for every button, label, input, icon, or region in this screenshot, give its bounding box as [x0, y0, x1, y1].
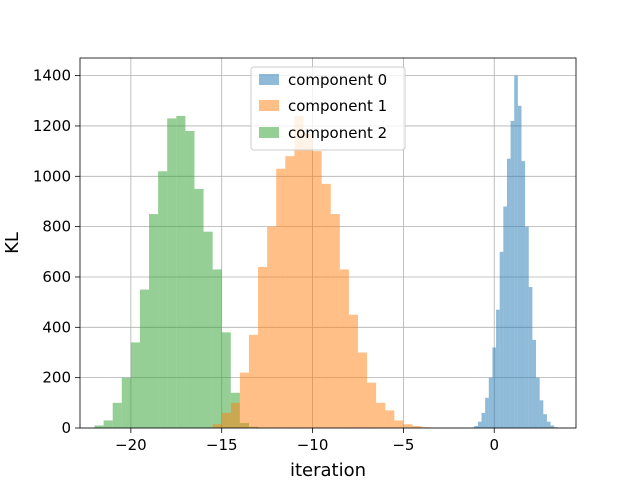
y-axis-ticks: 0 200 400 600 800 1000 1200 1400 — [33, 67, 80, 437]
bar-component-0-7 — [496, 309, 500, 428]
bar-component-0-2 — [477, 421, 482, 428]
x-axis-label: iteration — [290, 460, 366, 480]
legend-label-component-1: component 1 — [288, 97, 387, 115]
y-axis-label: KL — [2, 232, 23, 254]
y-tick-label-6: 1200 — [33, 117, 71, 135]
bar-component-2-6 — [149, 214, 159, 428]
bar-component-2-0 — [94, 425, 104, 428]
bar-component-1-22 — [412, 425, 422, 428]
bar-component-0-14 — [521, 161, 526, 429]
series-component-1 — [212, 115, 431, 429]
bar-component-0-22 — [550, 425, 555, 428]
bar-component-0-9 — [503, 206, 507, 428]
bar-component-0-12 — [514, 75, 518, 428]
legend-swatch-component-1 — [259, 100, 279, 111]
bar-component-0-11 — [510, 120, 515, 428]
plot-frame — [79, 57, 577, 429]
y-tick-label-7: 1400 — [33, 67, 71, 85]
legend-swatch-component-0 — [259, 74, 279, 85]
bar-component-2-13 — [212, 269, 222, 428]
series-component-0 — [470, 75, 558, 429]
bar-component-2-3 — [121, 377, 131, 428]
bar-component-2-11 — [194, 188, 204, 428]
bar-component-1-16 — [357, 352, 368, 428]
bar-component-1-11 — [312, 151, 322, 428]
bar-component-0-16 — [528, 287, 533, 428]
bar-component-1-12 — [321, 183, 331, 428]
bar-component-1-3 — [239, 372, 249, 428]
bar-component-1-0 — [212, 424, 222, 428]
bar-component-2-1 — [103, 420, 113, 428]
y-tick-label-0: 0 — [61, 419, 71, 437]
x-tick-label-0: −20 — [115, 436, 147, 454]
bar-component-2-8 — [167, 118, 177, 428]
bar-component-0-6 — [492, 347, 497, 428]
y-tick-label-2: 400 — [42, 318, 71, 336]
bar-component-1-21 — [403, 424, 413, 428]
bar-component-1-7 — [276, 168, 286, 429]
bar-component-0-10 — [506, 158, 511, 428]
bar-component-0-18 — [536, 377, 540, 428]
x-tick-label-2: −10 — [297, 436, 329, 454]
x-axis-ticks: −20 −15 −10 −5 0 — [115, 428, 499, 454]
histogram-bars — [94, 75, 558, 429]
bar-component-1-15 — [348, 314, 358, 428]
bar-component-1-13 — [330, 214, 340, 428]
legend-box — [250, 66, 406, 151]
bar-component-1-9 — [294, 115, 304, 428]
bar-component-2-4 — [130, 342, 140, 428]
bar-component-2-7 — [158, 171, 168, 428]
y-tick-label-4: 800 — [42, 218, 71, 236]
bar-component-0-3 — [481, 412, 486, 428]
bar-component-2-2 — [112, 402, 122, 428]
bar-component-0-1 — [474, 425, 478, 428]
bar-component-2-5 — [139, 289, 150, 428]
bar-component-0-5 — [488, 377, 493, 428]
bar-component-1-2 — [230, 402, 240, 428]
legend-swatch-component-2 — [259, 127, 279, 138]
bar-component-1-8 — [285, 156, 295, 428]
bar-component-1-4 — [248, 334, 259, 428]
y-tick-label-1: 200 — [42, 369, 71, 387]
bar-component-2-10 — [185, 130, 195, 428]
bar-component-1-14 — [339, 269, 349, 428]
bar-component-0-21 — [546, 421, 551, 428]
bar-component-2-14 — [221, 332, 231, 428]
legend-label-component-0: component 0 — [288, 71, 387, 89]
y-tick-label-3: 600 — [42, 268, 71, 286]
bar-component-1-18 — [376, 402, 386, 428]
bar-component-1-5 — [258, 266, 268, 428]
x-tick-label-1: −15 — [206, 436, 238, 454]
bar-component-0-4 — [485, 397, 489, 428]
bar-component-2-12 — [203, 231, 213, 428]
bar-component-1-6 — [267, 226, 277, 428]
bar-component-0-13 — [517, 105, 522, 429]
bar-component-0-19 — [539, 400, 544, 428]
bar-component-0-17 — [532, 339, 537, 428]
series-component-2 — [94, 115, 259, 428]
bar-component-2-9 — [176, 115, 186, 428]
bar-component-1-20 — [394, 420, 404, 428]
bar-component-1-1 — [221, 412, 231, 428]
x-tick-label-4: 0 — [489, 436, 499, 454]
legend-label-component-2: component 2 — [288, 124, 387, 142]
bar-component-1-17 — [367, 382, 377, 428]
bar-component-1-10 — [303, 133, 313, 429]
bar-component-0-20 — [543, 414, 547, 428]
bar-component-1-19 — [385, 410, 395, 428]
legend: component 0 component 1 component 2 — [250, 66, 406, 151]
bar-component-0-8 — [499, 251, 504, 428]
bar-component-0-15 — [525, 226, 529, 428]
x-tick-label-3: −5 — [392, 436, 414, 454]
y-tick-label-5: 1000 — [33, 167, 71, 185]
